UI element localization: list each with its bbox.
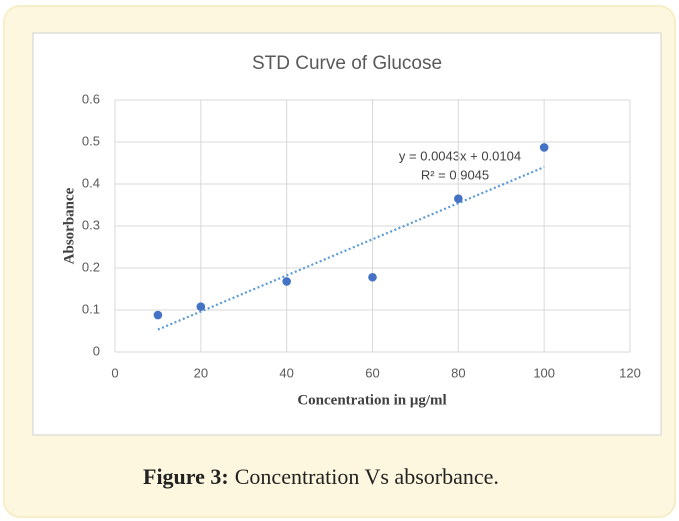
y-tick-label: 0.1 bbox=[82, 301, 100, 316]
x-tick-label: 100 bbox=[533, 365, 555, 380]
chart-title: STD Curve of Glucose bbox=[252, 53, 442, 74]
trendline-equation: y = 0.0043x + 0.0104 bbox=[399, 148, 521, 163]
caption-text: Concentration Vs absorbance. bbox=[235, 464, 499, 489]
y-tick-label: 0 bbox=[93, 343, 100, 358]
x-tick-label: 40 bbox=[279, 365, 293, 380]
caption: Figure 3: Concentration Vs absorbance. bbox=[143, 464, 499, 489]
y-tick-label: 0.5 bbox=[82, 133, 100, 148]
x-tick-label: 0 bbox=[111, 365, 118, 380]
point bbox=[153, 310, 163, 320]
caption-label: Figure 3: bbox=[143, 464, 229, 489]
y-tick-label: 0.3 bbox=[82, 217, 100, 232]
y-tick-label: 0.6 bbox=[82, 91, 100, 106]
chart-box bbox=[32, 32, 662, 436]
x-tick-label: 80 bbox=[451, 365, 465, 380]
point bbox=[196, 302, 206, 311]
point bbox=[454, 194, 463, 203]
x-tick-label: 20 bbox=[194, 365, 208, 380]
y-tick-label: 0.2 bbox=[82, 259, 100, 274]
y-axis-label: Absorbance bbox=[61, 187, 77, 264]
point bbox=[368, 272, 377, 282]
x-tick-label: 120 bbox=[619, 365, 641, 380]
y-tick-label: 0.4 bbox=[82, 175, 100, 190]
x-axis-label: Concentration in μg/ml bbox=[297, 392, 446, 408]
x-tick-label: 60 bbox=[365, 365, 379, 380]
point bbox=[282, 277, 291, 286]
trendline-r2: R² = 0.9045 bbox=[421, 167, 489, 182]
point bbox=[539, 143, 549, 152]
